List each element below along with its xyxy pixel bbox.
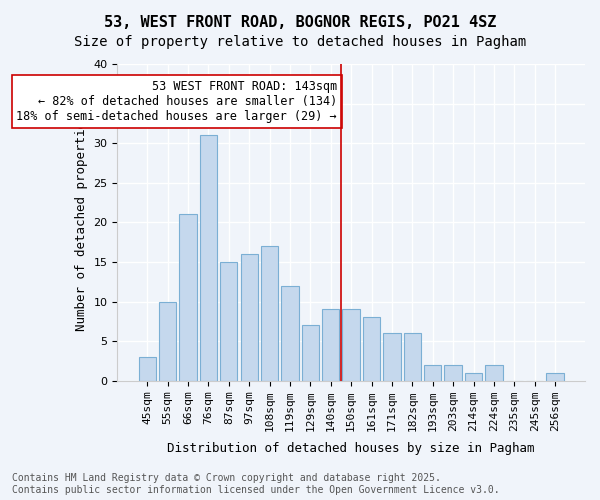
Bar [343,310,360,380]
Bar [241,254,258,380]
Bar [139,357,156,380]
Bar [200,135,217,380]
Bar [424,365,442,380]
Y-axis label: Number of detached properties: Number of detached properties [75,114,88,331]
Bar [445,365,462,380]
Text: 53, WEST FRONT ROAD, BOGNOR REGIS, PO21 4SZ: 53, WEST FRONT ROAD, BOGNOR REGIS, PO21 … [104,15,496,30]
Bar [363,318,380,380]
Text: Contains HM Land Registry data © Crown copyright and database right 2025.
Contai: Contains HM Land Registry data © Crown c… [12,474,500,495]
X-axis label: Distribution of detached houses by size in Pagham: Distribution of detached houses by size … [167,442,535,455]
Bar [547,372,564,380]
Bar [465,372,482,380]
Text: Size of property relative to detached houses in Pagham: Size of property relative to detached ho… [74,35,526,49]
Bar [179,214,197,380]
Text: 53 WEST FRONT ROAD: 143sqm
← 82% of detached houses are smaller (134)
18% of sem: 53 WEST FRONT ROAD: 143sqm ← 82% of deta… [16,80,337,123]
Bar [281,286,299,380]
Bar [302,325,319,380]
Bar [261,246,278,380]
Bar [159,302,176,380]
Bar [322,310,340,380]
Bar [404,333,421,380]
Bar [220,262,238,380]
Bar [383,333,401,380]
Bar [485,365,503,380]
